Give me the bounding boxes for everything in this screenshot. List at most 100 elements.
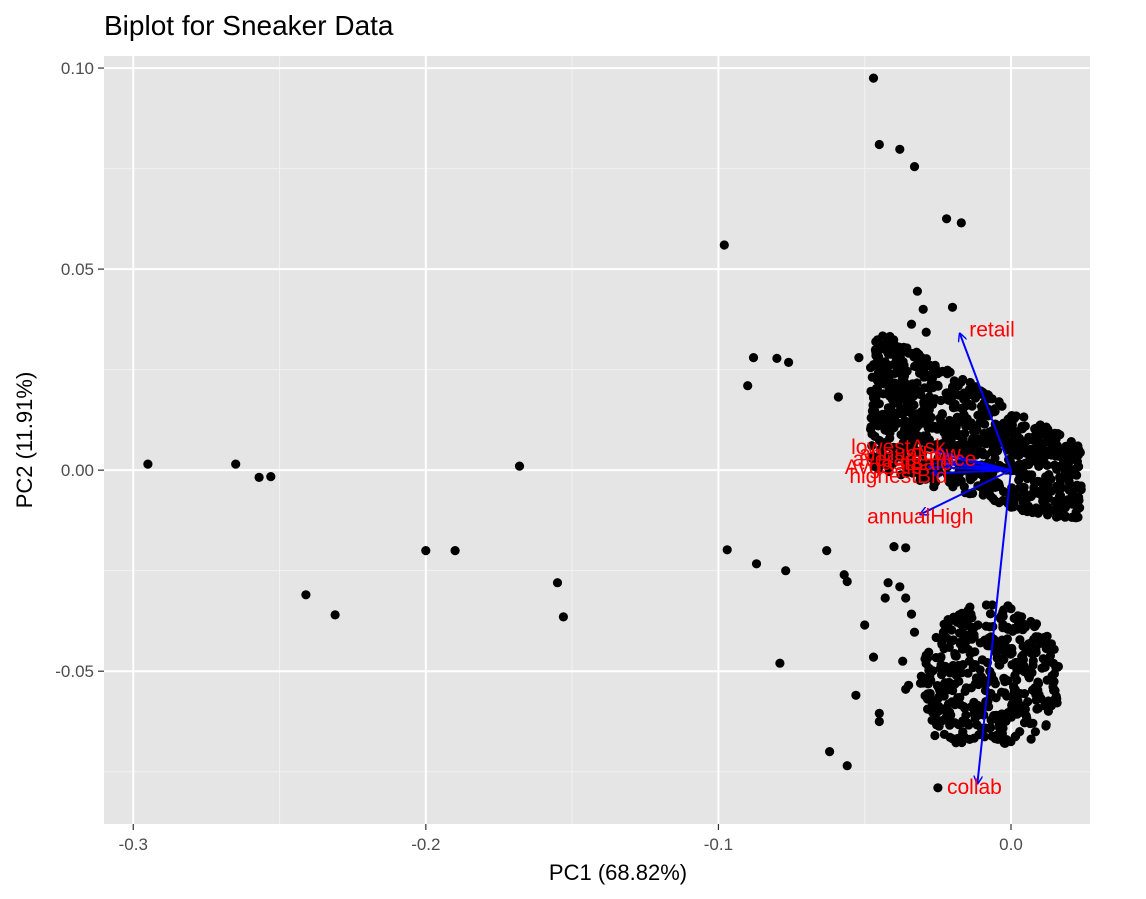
- data-point: [923, 704, 933, 714]
- data-point: [928, 666, 938, 676]
- data-point: [842, 576, 852, 587]
- data-point: [958, 404, 968, 414]
- data-point: [874, 460, 885, 470]
- data-point: [871, 337, 881, 347]
- data-point: [931, 632, 941, 643]
- data-point: [946, 421, 956, 431]
- data-point: [928, 382, 938, 393]
- data-point: [1015, 471, 1025, 481]
- data-point: [964, 720, 974, 730]
- data-point: [552, 578, 563, 588]
- data-point: [954, 610, 964, 620]
- data-point: [918, 304, 928, 314]
- data-point: [893, 443, 903, 453]
- data-point: [966, 702, 976, 712]
- data-point: [899, 370, 909, 380]
- data-point: [883, 452, 893, 462]
- data-point: [879, 440, 889, 450]
- y-tick-label: -0.05: [55, 662, 94, 681]
- data-point: [947, 615, 957, 626]
- data-point: [958, 621, 968, 631]
- data-point: [1012, 708, 1022, 719]
- arrow-label: collab: [947, 776, 1002, 799]
- chart-title: Biplot for Sneaker Data: [104, 10, 394, 41]
- data-point: [891, 347, 901, 357]
- y-tick-label: 0.05: [61, 260, 94, 279]
- data-point: [868, 400, 878, 410]
- data-point: [986, 722, 996, 733]
- data-point: [421, 546, 431, 556]
- data-point: [1017, 701, 1027, 711]
- data-point: [1014, 618, 1024, 628]
- data-point: [1012, 427, 1022, 437]
- data-point: [965, 602, 975, 612]
- data-point: [906, 319, 917, 329]
- data-point: [971, 422, 981, 432]
- data-point: [775, 658, 785, 668]
- data-point: [950, 679, 960, 689]
- data-point: [919, 397, 929, 407]
- data-point: [1056, 502, 1066, 512]
- data-point: [889, 416, 899, 426]
- data-point: [997, 401, 1007, 411]
- data-point: [266, 472, 276, 482]
- data-point: [892, 392, 903, 402]
- data-point: [1029, 483, 1039, 493]
- data-point: [1021, 645, 1031, 655]
- data-point: [1024, 446, 1034, 456]
- data-point: [892, 450, 902, 460]
- data-point: [866, 386, 876, 396]
- data-point: [1026, 734, 1036, 744]
- data-point: [901, 593, 911, 603]
- x-tick-label: 0.0: [999, 835, 1023, 854]
- data-point: [1049, 460, 1060, 470]
- loading-arrow: [960, 333, 1012, 471]
- scatter-points: [143, 73, 1086, 793]
- data-point: [972, 442, 982, 452]
- data-point: [953, 660, 964, 671]
- data-point: [937, 409, 948, 420]
- arrow-label: highestBid: [849, 465, 947, 488]
- data-point: [917, 436, 927, 446]
- data-point: [1067, 493, 1077, 503]
- data-point: [968, 434, 978, 444]
- data-point: [901, 543, 911, 553]
- data-point: [330, 610, 340, 620]
- data-point: [1030, 727, 1040, 737]
- data-point: [988, 493, 998, 503]
- data-point: [1022, 436, 1032, 446]
- data-point: [918, 367, 928, 377]
- data-point: [997, 728, 1008, 739]
- data-point: [921, 658, 931, 669]
- data-point: [1020, 460, 1030, 470]
- data-point: [996, 611, 1007, 621]
- data-point: [870, 431, 880, 441]
- data-point: [1033, 679, 1044, 689]
- data-point: [921, 354, 932, 364]
- data-point: [1072, 480, 1082, 490]
- data-point: [1030, 621, 1040, 631]
- data-point: [997, 687, 1007, 697]
- data-point: [916, 407, 927, 417]
- data-point: [960, 439, 970, 450]
- data-point: [922, 694, 933, 704]
- loading-arrow: [920, 469, 1012, 514]
- data-point: [883, 578, 893, 588]
- loading-arrows: retail collab annualHigh lowestAskannualLow…: [845, 318, 1015, 799]
- x-tick-label: -0.1: [704, 835, 733, 854]
- data-point: [922, 673, 932, 683]
- data-point: [860, 620, 870, 630]
- data-point: [937, 670, 947, 680]
- data-point: [956, 218, 966, 228]
- data-point: [987, 600, 997, 610]
- data-point: [942, 388, 952, 398]
- arrow-label: lowestAsk: [851, 436, 946, 459]
- data-point: [930, 730, 940, 741]
- loading-arrow: [932, 470, 1012, 473]
- data-point: [957, 644, 968, 654]
- data-point: [988, 622, 998, 632]
- data-point: [909, 162, 920, 172]
- data-point: [941, 429, 952, 439]
- data-point: [1047, 486, 1057, 496]
- data-point: [949, 385, 960, 395]
